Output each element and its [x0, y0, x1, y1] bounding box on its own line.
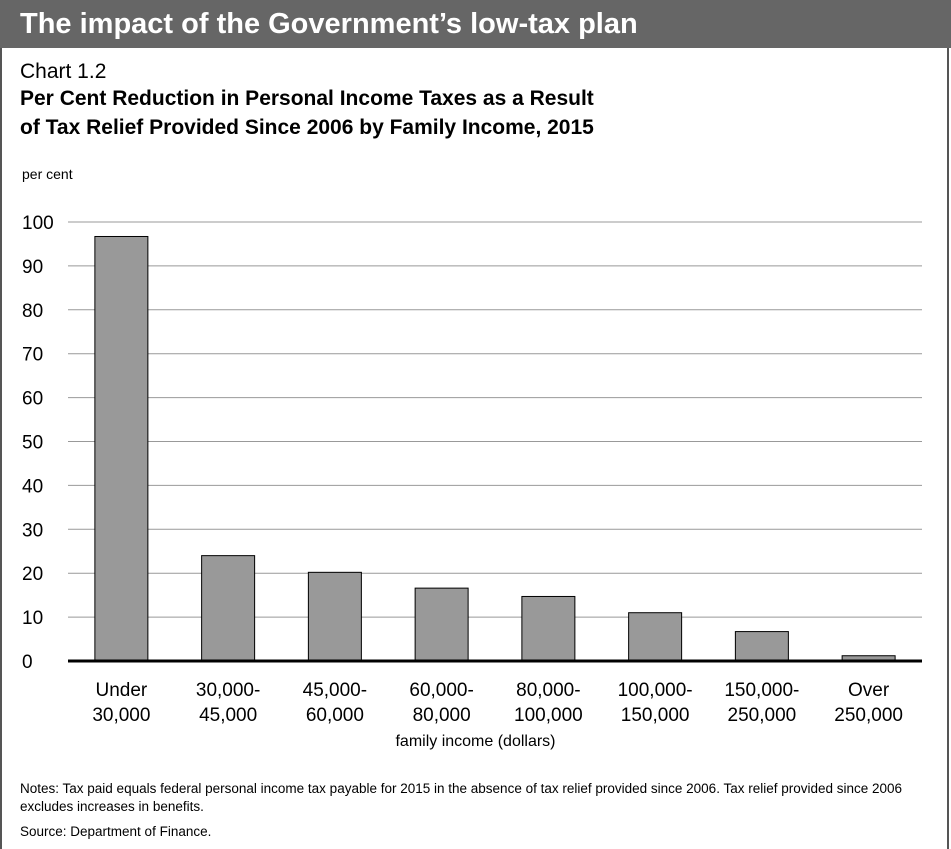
bar	[307, 571, 362, 662]
bar	[414, 587, 469, 662]
y-tick-label: 100	[22, 213, 54, 234]
x-category-label: 80,000	[413, 705, 471, 726]
chart-title-line-1: Per Cent Reduction in Personal Income Ta…	[20, 87, 594, 110]
x-category-label: 60,000	[306, 705, 364, 726]
y-tick-label: 80	[22, 301, 43, 322]
chart-notes: Notes: Tax paid equals federal personal …	[20, 781, 903, 814]
chart-source: Source: Department of Finance.	[20, 824, 212, 839]
y-tick-label: 10	[22, 608, 43, 629]
chart-title: Per Cent Reduction in Personal Income Ta…	[20, 84, 820, 142]
chart-number: Chart 1.2	[20, 60, 107, 83]
y-tick-label: 30	[22, 520, 43, 541]
bar	[94, 235, 149, 662]
bar	[201, 555, 256, 662]
section-banner: The impact of the Government’s low-tax p…	[0, 0, 951, 48]
bar-chart: 0 10 20 30 40 50 60 70 80 90 100 Under 30,000 30,000-…	[22, 213, 922, 726]
chart-title-line-2: of Tax Relief Provided Since 2006 by Fam…	[20, 116, 594, 139]
x-category-label: 80,000-	[516, 680, 580, 701]
bar	[734, 631, 789, 662]
bar	[628, 612, 683, 662]
x-category-label: 100,000-	[618, 680, 693, 701]
x-category-label: 30,000-	[196, 680, 260, 701]
bar	[521, 595, 576, 662]
y-tick-label: 20	[22, 564, 43, 585]
y-tick-label: 60	[22, 389, 43, 410]
x-category-label: Over	[848, 680, 890, 701]
y-axis-unit-label: per cent	[22, 166, 73, 182]
x-category-label: 150,000	[621, 705, 690, 726]
x-category-label: Under	[96, 680, 148, 701]
y-tick-label: 70	[22, 345, 43, 366]
y-tick-label: 40	[22, 476, 43, 497]
x-category-label: 250,000	[728, 705, 797, 726]
x-category-label: 250,000	[834, 705, 903, 726]
x-category-label: 45,000-	[303, 680, 367, 701]
y-tick-label: 50	[22, 433, 43, 454]
x-category-label: 100,000	[514, 705, 583, 726]
y-tick-label: 90	[22, 257, 43, 278]
x-category-label: 150,000-	[724, 680, 799, 701]
x-category-label: 60,000-	[409, 680, 473, 701]
y-tick-label: 0	[22, 652, 33, 673]
x-axis-title: family income (dollars)	[395, 733, 556, 750]
x-category-label: 30,000	[92, 705, 150, 726]
x-category-label: 45,000	[199, 705, 257, 726]
